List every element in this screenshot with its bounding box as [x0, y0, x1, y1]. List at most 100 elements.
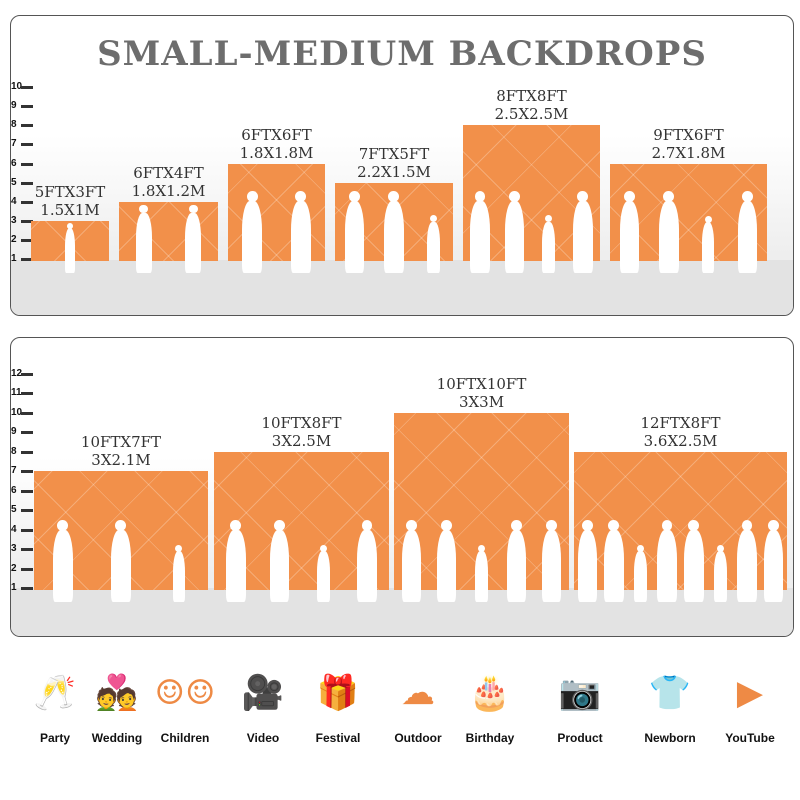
person-silhouette [657, 520, 677, 602]
head [608, 520, 620, 531]
person-silhouette [470, 190, 490, 273]
head [57, 520, 69, 531]
backdrop-6ftx6ft [228, 163, 325, 273]
head [477, 544, 485, 552]
person-silhouette [542, 215, 555, 273]
head [139, 204, 148, 214]
gift-icon: 🎁 [316, 673, 360, 713]
use-party: 🥂 Party [20, 665, 90, 745]
use-festival: 🎁 Festival [303, 665, 373, 745]
axis-tick: 7 [11, 138, 33, 150]
axis-tick: 2 [11, 563, 33, 575]
size-ft: 10FTX8FT [261, 413, 342, 432]
page-title: SMALL-MEDIUM BACKDROPS [97, 34, 707, 74]
head [581, 520, 593, 531]
use-label: Party [39, 731, 71, 745]
person-silhouette [684, 520, 704, 602]
backdrop-12ftx8ft [574, 451, 787, 602]
cloud-icon: ☁ [401, 673, 435, 713]
person-silhouette [64, 222, 76, 273]
size-m: 1.5X1M [40, 200, 100, 219]
use-label: Children [160, 731, 210, 745]
axis-tick: 8 [11, 119, 33, 131]
backdrop-size-label: 10FTX7FT 3X2.1M [81, 433, 161, 469]
size-ft: 9FTX6FT [653, 125, 724, 144]
person-silhouette [357, 520, 377, 602]
person-silhouette [317, 544, 330, 602]
body [475, 550, 488, 602]
backdrop-size-label: 5FTX3FT 1.5X1M [35, 183, 106, 219]
axis-tick: 5 [11, 504, 33, 516]
camera-icon: 📷 [558, 673, 602, 713]
kids-faces-icon: ☺☺ [154, 673, 216, 713]
axis-tick: 2 [11, 234, 33, 246]
head [175, 544, 183, 552]
head [741, 191, 753, 202]
body [242, 200, 263, 273]
size-m: 3X3M [458, 392, 505, 411]
head [636, 544, 644, 552]
body [737, 200, 758, 273]
head [545, 520, 557, 531]
head [474, 190, 486, 202]
person-silhouette [290, 191, 311, 273]
use-newborn: 👕 Newborn [635, 665, 705, 745]
person-silhouette [226, 520, 246, 602]
size-m: 1.8X1.2M [131, 181, 206, 200]
backdrop-5ftx3ft [31, 220, 109, 273]
head [405, 520, 417, 531]
person-silhouette [504, 190, 525, 273]
head [704, 215, 712, 223]
axis-tick: 11 [11, 387, 33, 399]
size-m: 2.7X1.8M [651, 143, 726, 162]
couple-icon: 💑 [95, 673, 139, 713]
use-label: Video [246, 731, 280, 745]
backdrop-6ftx4ft [119, 201, 218, 273]
head [295, 191, 306, 202]
axis-tick: 1 [11, 582, 33, 594]
size-ft: 5FTX3FT [34, 182, 106, 201]
person-silhouette [619, 191, 640, 273]
body [53, 529, 73, 602]
body [64, 228, 76, 273]
person-silhouette [344, 190, 365, 273]
backdrop-10ftx7ft [34, 471, 208, 602]
person-silhouette [506, 520, 527, 602]
backdrop-size-label: 7FTX5FT 2.2X1.5M [357, 145, 431, 181]
person-silhouette [475, 544, 488, 602]
person-silhouette [53, 520, 73, 602]
body [684, 529, 704, 602]
use-video: 🎥 Video [228, 665, 298, 745]
person-silhouette [714, 544, 727, 602]
size-m: 3.6X2.5M [643, 431, 718, 450]
body [737, 529, 757, 602]
head [663, 191, 675, 202]
size-ft: 6FTX6FT [241, 125, 312, 144]
head [246, 191, 258, 202]
head [188, 204, 198, 214]
body [357, 529, 377, 602]
axis-tick: 9 [11, 100, 33, 112]
person-silhouette [401, 520, 422, 602]
axis-tick: 6 [11, 158, 33, 170]
head [577, 190, 589, 202]
size-ft: 10FTX7FT [80, 433, 162, 451]
size-ft: 7FTX5FT [358, 144, 430, 163]
person-silhouette [541, 520, 562, 602]
size-ft: 10FTX10FT [436, 374, 527, 393]
use-label: Outdoor [394, 731, 442, 745]
body [269, 529, 290, 602]
axis-tick: 12 [11, 368, 33, 380]
use-label: Newborn [644, 731, 696, 745]
head [361, 520, 373, 531]
person-silhouette [426, 215, 440, 273]
axis-tick: 10 [11, 407, 33, 419]
body [506, 529, 527, 602]
head [349, 190, 360, 202]
onesie-icon: 👕 [648, 673, 692, 713]
head [319, 544, 327, 552]
head [115, 520, 127, 531]
size-m: 3X2.1M [91, 451, 151, 469]
backdrop-size-label: 6FTX6FT 1.8X1.8M [240, 126, 314, 162]
backdrop-size-label: 8FTX8FT 2.5X2.5M [495, 87, 569, 123]
